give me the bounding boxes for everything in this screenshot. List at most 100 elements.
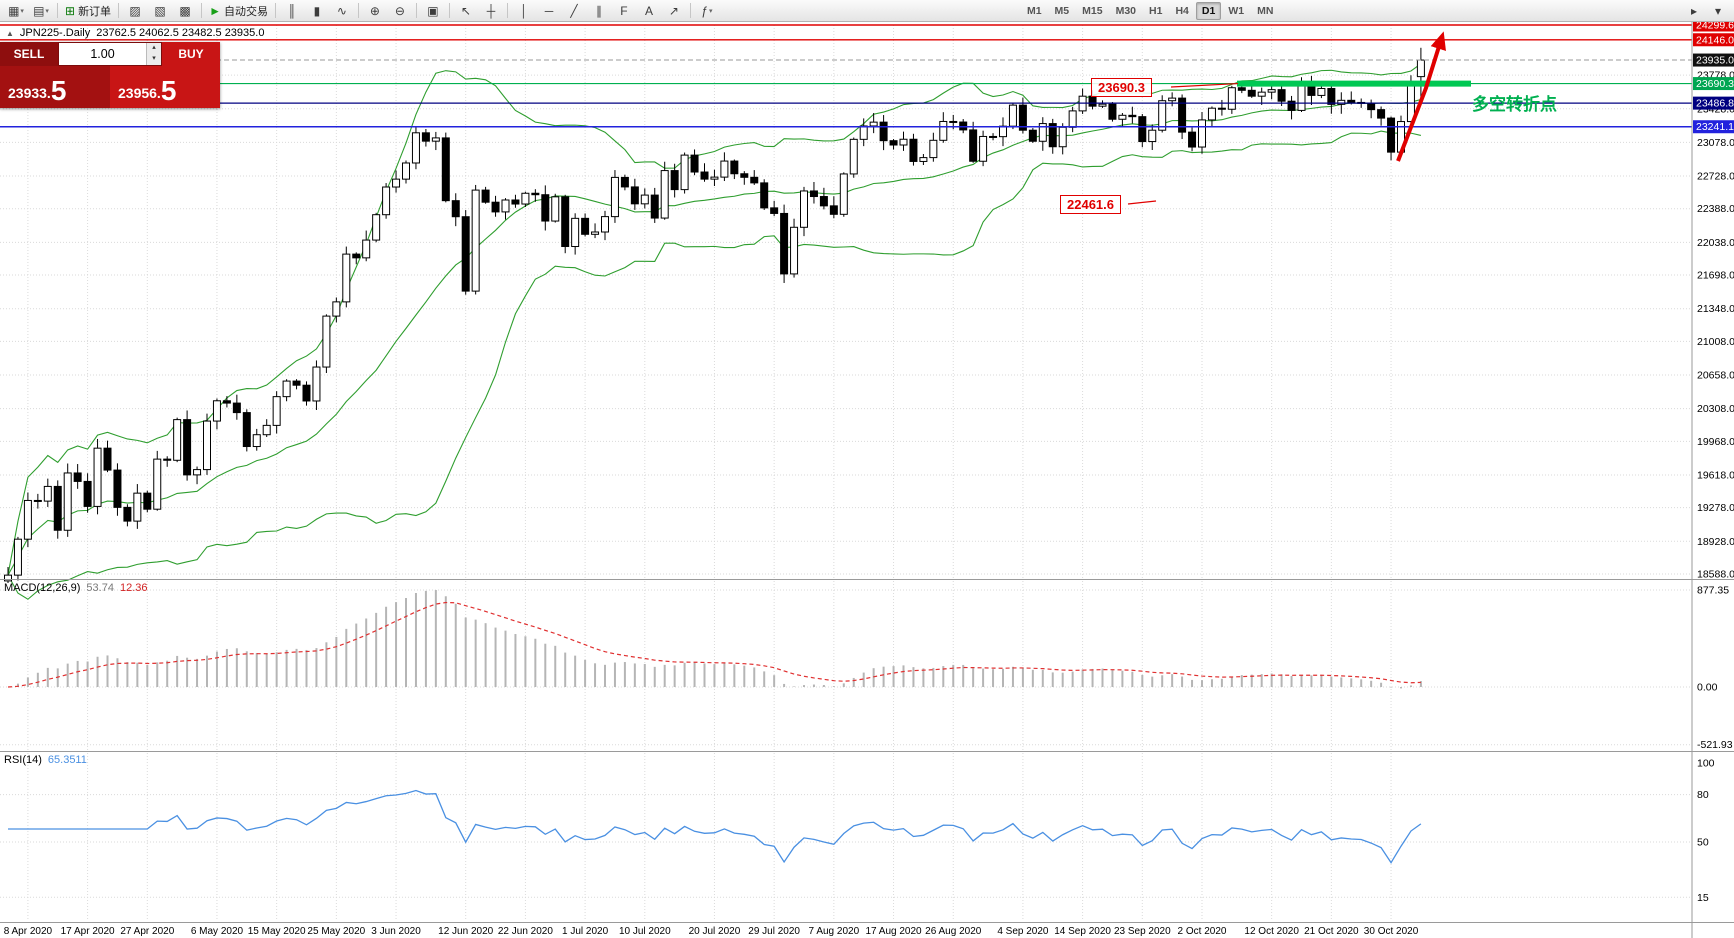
lot-decrease-button[interactable]: ▾: [147, 54, 161, 65]
buy-price[interactable]: 23956. 5: [110, 66, 220, 108]
market-watch-icon: ▨: [129, 3, 141, 18]
crosshair-button[interactable]: ┼: [479, 1, 503, 21]
auto-scroll-button[interactable]: ▾: [1714, 3, 1722, 18]
svg-text:17 Apr 2020: 17 Apr 2020: [61, 926, 115, 937]
timeframe-h4-button[interactable]: H4: [1175, 4, 1189, 17]
date-axis[interactable]: 8 Apr 2020 17 Apr 2020 27 Apr 2020 6 May 20…: [4, 926, 1419, 937]
macd-indicator-label: MACD(12,26,9) 53.74 12.36: [4, 582, 147, 594]
lot-spinner: ▴ ▾: [146, 43, 161, 65]
buy-price-main: 23956.: [118, 85, 161, 101]
price-callout-22461[interactable]: 22461.6: [1060, 195, 1121, 214]
chart-title: ▲ JPN225-.Daily 23762.5 24062.5 23482.5 …: [6, 27, 264, 39]
vertical-line-icon: │: [520, 3, 528, 18]
channel-button[interactable]: ∥: [587, 1, 611, 21]
autotrading-button-label: 自动交易: [223, 5, 268, 18]
vertical-line-button[interactable]: │: [512, 1, 536, 21]
buy-button[interactable]: BUY: [162, 42, 220, 66]
tile-windows-button[interactable]: ▣: [421, 1, 445, 21]
svg-text:23078.0: 23078.0: [1697, 137, 1734, 149]
chart-window: 23778.023428.023078.022728.022388.022038…: [0, 22, 1734, 938]
lot-increase-button[interactable]: ▴: [147, 43, 161, 54]
timeframe-m15-button[interactable]: M15: [1082, 4, 1103, 17]
svg-text:23241.1: 23241.1: [1696, 121, 1734, 133]
timeframe-mn-button[interactable]: MN: [1257, 4, 1274, 17]
panel-separators: [0, 22, 1734, 938]
profiles-button[interactable]: ▤ ▾: [29, 1, 53, 21]
svg-text:22 Jun 2020: 22 Jun 2020: [498, 926, 553, 937]
timeframe-h1-button[interactable]: H1: [1149, 4, 1163, 17]
price-callout-23690[interactable]: 23690.3: [1091, 78, 1152, 97]
zoom-out-button[interactable]: ⊖: [388, 1, 412, 21]
svg-text:27 Apr 2020: 27 Apr 2020: [120, 926, 174, 937]
candlestick-chart-button[interactable]: ▮: [305, 1, 329, 21]
svg-text:6 May 2020: 6 May 2020: [191, 926, 244, 937]
timeframe-m30-button[interactable]: M30: [1115, 4, 1137, 17]
text-button[interactable]: A: [637, 1, 661, 21]
terminal-button[interactable]: ▩: [173, 1, 197, 21]
trendline-icon: ╱: [570, 3, 578, 18]
svg-text:2 Oct 2020: 2 Oct 2020: [1178, 926, 1227, 937]
svg-text:877.35: 877.35: [1697, 585, 1729, 597]
svg-text:20308.0: 20308.0: [1697, 403, 1734, 415]
pivot-note-text[interactable]: 多空转折点: [1472, 95, 1557, 114]
market-watch-button[interactable]: ▨: [123, 1, 147, 21]
chart-objects[interactable]: [0, 24, 1692, 205]
price-axis[interactable]: 23778.023428.023078.022728.022388.022038…: [1693, 22, 1734, 904]
rsi-indicator-label: RSI(14) 65.3511: [4, 754, 87, 766]
svg-text:100: 100: [1697, 758, 1715, 770]
zoom-in-button[interactable]: ⊕: [363, 1, 387, 21]
indicators-button[interactable]: ƒ ▾: [695, 1, 719, 21]
svg-text:22038.0: 22038.0: [1697, 237, 1734, 249]
autotrading-button[interactable]: ► 自动交易: [206, 1, 271, 21]
svg-text:23 Sep 2020: 23 Sep 2020: [1114, 926, 1171, 937]
autotrading-icon: ►: [209, 3, 221, 18]
trend-arrow[interactable]: [1396, 31, 1446, 162]
fibonacci-icon: F: [620, 3, 628, 18]
lot-size-field[interactable]: 1.00 ▴ ▾: [58, 42, 162, 66]
new-order-icon: ⊞: [65, 3, 76, 18]
svg-text:50: 50: [1697, 837, 1709, 849]
timeframe-d1-button[interactable]: D1: [1195, 1, 1222, 20]
horizontal-line-icon: ─: [544, 3, 554, 18]
new-order-button[interactable]: ⊞ 新订单: [62, 1, 114, 21]
timeframe-m1-button[interactable]: M1: [1026, 4, 1042, 17]
cursor-button[interactable]: ↖: [454, 1, 478, 21]
bar-chart-icon: ║: [287, 3, 297, 18]
rsi-name: RSI(14): [4, 754, 42, 766]
price-tag: [1693, 22, 1734, 32]
price-tag: [1693, 77, 1734, 91]
timeframe-group: M1 M5 M15 M30 H1 H4 D1 W1 MN: [1021, 1, 1279, 20]
sell-button[interactable]: SELL: [0, 42, 58, 66]
chart-symbol-period: JPN225-.Daily: [19, 27, 91, 39]
zoom-out-icon: ⊖: [394, 3, 405, 18]
horizontal-line-button[interactable]: ─: [537, 1, 561, 21]
lot-value: 1.00: [90, 47, 115, 61]
trendline-button[interactable]: ╱: [562, 1, 586, 21]
svg-text:23486.8: 23486.8: [1696, 98, 1734, 110]
toolbar-separator: [274, 3, 276, 18]
svg-text:4 Sep 2020: 4 Sep 2020: [997, 926, 1049, 937]
line-chart-button[interactable]: ∿: [330, 1, 354, 21]
svg-text:17 Aug 2020: 17 Aug 2020: [865, 926, 922, 937]
tile-windows-icon: ▣: [427, 3, 439, 18]
bar-chart-button[interactable]: ║: [280, 1, 304, 21]
data-window-button[interactable]: ▧: [148, 1, 172, 21]
chart-shift-button[interactable]: ▸: [1690, 3, 1698, 18]
fibonacci-button[interactable]: F: [612, 1, 636, 21]
timeframe-m5-button[interactable]: M5: [1054, 4, 1070, 17]
new-chart-button[interactable]: ▦ ▾: [4, 1, 28, 21]
arrow-tool-button[interactable]: ↗: [662, 1, 686, 21]
sell-price[interactable]: 23933. 5: [0, 66, 110, 108]
profiles-icon: ▤: [33, 3, 45, 18]
svg-text:3 Jun 2020: 3 Jun 2020: [371, 926, 421, 937]
svg-text:21008.0: 21008.0: [1697, 336, 1734, 348]
line-chart-icon: ∿: [336, 3, 347, 18]
price-tag: [1693, 96, 1734, 110]
chart-canvas[interactable]: 23778.023428.023078.022728.022388.022038…: [0, 22, 1734, 938]
svg-text:7 Aug 2020: 7 Aug 2020: [809, 926, 860, 937]
chevron-down-icon: ▾: [20, 7, 24, 15]
toolbar-separator: [201, 3, 203, 18]
svg-text:19968.0: 19968.0: [1697, 436, 1734, 448]
svg-text:24146.0: 24146.0: [1696, 34, 1734, 46]
timeframe-w1-button[interactable]: W1: [1228, 4, 1245, 17]
